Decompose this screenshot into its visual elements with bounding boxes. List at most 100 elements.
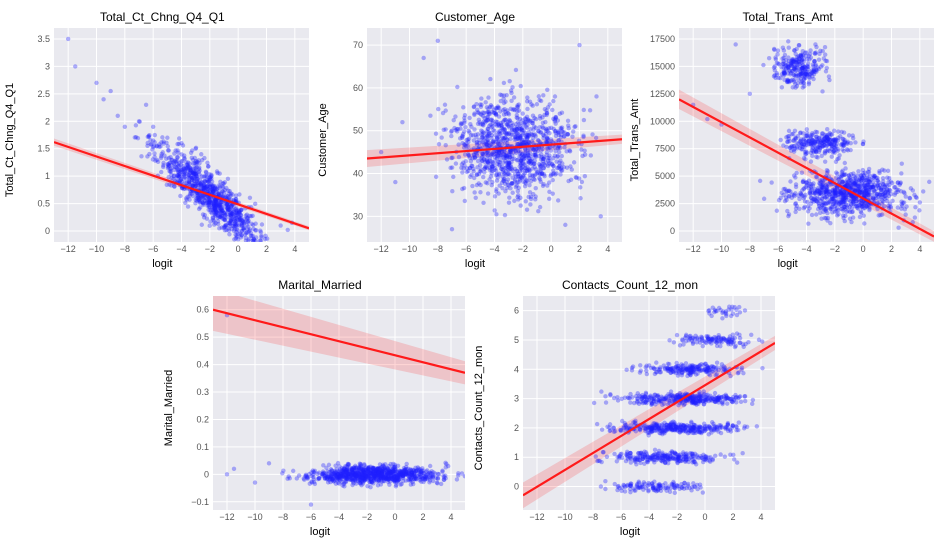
- svg-text:−2: −2: [830, 244, 840, 254]
- svg-text:−4: −4: [176, 244, 186, 254]
- panel-ct-chng: Total_Ct_Chng_Q4_Q1 Total_Ct_Chng_Q4_Q1 …: [10, 10, 315, 270]
- svg-text:0: 0: [45, 226, 50, 236]
- svg-text:3.5: 3.5: [37, 34, 50, 44]
- svg-text:0.5: 0.5: [196, 332, 209, 342]
- svg-text:−10: −10: [714, 244, 729, 254]
- panel-contacts: Contacts_Count_12_mon Contacts_Count_12_…: [479, 278, 781, 538]
- svg-text:0: 0: [548, 244, 553, 254]
- svg-text:−12: −12: [529, 512, 544, 522]
- panel-ylabel: Contacts_Count_12_mon: [473, 346, 485, 471]
- svg-text:−6: −6: [616, 512, 626, 522]
- svg-text:0: 0: [514, 482, 519, 492]
- panel-xlabel: logit: [479, 526, 781, 538]
- svg-text:−10: −10: [247, 512, 262, 522]
- svg-text:1: 1: [514, 452, 519, 462]
- panel-title: Customer_Age: [323, 10, 628, 24]
- svg-text:0.2: 0.2: [196, 414, 209, 424]
- panel-ylabel: Marital_Married: [163, 370, 175, 446]
- svg-text:−6: −6: [773, 244, 783, 254]
- svg-text:−2: −2: [205, 244, 215, 254]
- svg-text:2: 2: [889, 244, 894, 254]
- panel-cust-age: Customer_Age Customer_Age −12−10−8−6−4−2…: [323, 10, 628, 270]
- svg-text:−2: −2: [517, 244, 527, 254]
- svg-text:−6: −6: [306, 512, 316, 522]
- panel-ylabel: Total_Trans_Amt: [629, 99, 641, 182]
- subplot-grid: Total_Ct_Chng_Q4_Q1 Total_Ct_Chng_Q4_Q1 …: [10, 10, 940, 538]
- plot-area: −12−10−8−6−4−202402500500075001000012500…: [679, 28, 934, 242]
- svg-text:5000: 5000: [655, 171, 675, 181]
- svg-text:−6: −6: [148, 244, 158, 254]
- svg-text:0.6: 0.6: [196, 305, 209, 315]
- panel-xlabel: logit: [10, 258, 315, 270]
- panel-title: Marital_Married: [169, 278, 471, 292]
- svg-text:10000: 10000: [650, 116, 675, 126]
- panel-xlabel: logit: [635, 258, 940, 270]
- svg-text:−6: −6: [461, 244, 471, 254]
- svg-text:0: 0: [392, 512, 397, 522]
- svg-text:−8: −8: [588, 512, 598, 522]
- svg-text:−10: −10: [89, 244, 104, 254]
- svg-text:−2: −2: [362, 512, 372, 522]
- svg-text:60: 60: [353, 83, 363, 93]
- panel-xlabel: logit: [323, 258, 628, 270]
- svg-text:12500: 12500: [650, 89, 675, 99]
- plot-area: −12−10−8−6−4−202400.511.522.533.5: [54, 28, 309, 242]
- panel-ylabel: Total_Ct_Chng_Q4_Q1: [4, 83, 16, 197]
- plot-area: −12−10−8−6−4−20243040506070: [367, 28, 622, 242]
- svg-text:3: 3: [45, 61, 50, 71]
- panel-title: Total_Ct_Chng_Q4_Q1: [10, 10, 315, 24]
- svg-text:−10: −10: [402, 244, 417, 254]
- svg-text:0: 0: [702, 512, 707, 522]
- svg-text:−12: −12: [373, 244, 388, 254]
- svg-text:7500: 7500: [655, 144, 675, 154]
- svg-text:−8: −8: [278, 512, 288, 522]
- svg-text:30: 30: [353, 211, 363, 221]
- svg-text:2: 2: [514, 423, 519, 433]
- svg-text:−8: −8: [120, 244, 130, 254]
- svg-text:2: 2: [730, 512, 735, 522]
- svg-text:2: 2: [420, 512, 425, 522]
- svg-text:4: 4: [605, 244, 610, 254]
- svg-text:0: 0: [204, 469, 209, 479]
- svg-text:2: 2: [45, 116, 50, 126]
- svg-text:5: 5: [514, 335, 519, 345]
- svg-text:70: 70: [353, 40, 363, 50]
- svg-text:1.5: 1.5: [37, 144, 50, 154]
- svg-text:1: 1: [45, 171, 50, 181]
- svg-text:2.5: 2.5: [37, 89, 50, 99]
- svg-text:−2: −2: [672, 512, 682, 522]
- svg-text:4: 4: [758, 512, 763, 522]
- svg-text:0: 0: [861, 244, 866, 254]
- svg-text:−4: −4: [802, 244, 812, 254]
- svg-text:2: 2: [577, 244, 582, 254]
- svg-text:50: 50: [353, 126, 363, 136]
- svg-text:2500: 2500: [655, 199, 675, 209]
- svg-text:−12: −12: [61, 244, 76, 254]
- svg-text:0.1: 0.1: [196, 442, 209, 452]
- svg-text:6: 6: [514, 306, 519, 316]
- svg-text:0.4: 0.4: [196, 360, 209, 370]
- svg-text:0: 0: [670, 226, 675, 236]
- svg-text:0.5: 0.5: [37, 199, 50, 209]
- svg-text:3: 3: [514, 394, 519, 404]
- svg-text:−4: −4: [489, 244, 499, 254]
- svg-text:4: 4: [292, 244, 297, 254]
- plot-area: −12−10−8−6−4−20240123456: [523, 296, 775, 510]
- svg-text:17500: 17500: [650, 34, 675, 44]
- plot-area: −12−10−8−6−4−2024−0.100.10.20.30.40.50.6: [213, 296, 465, 510]
- svg-text:4: 4: [448, 512, 453, 522]
- svg-text:−8: −8: [745, 244, 755, 254]
- svg-text:4: 4: [514, 364, 519, 374]
- svg-text:−4: −4: [644, 512, 654, 522]
- panel-title: Total_Trans_Amt: [635, 10, 940, 24]
- svg-text:−12: −12: [686, 244, 701, 254]
- svg-text:−0.1: −0.1: [191, 497, 209, 507]
- svg-text:40: 40: [353, 169, 363, 179]
- svg-text:4: 4: [918, 244, 923, 254]
- svg-text:0.3: 0.3: [196, 387, 209, 397]
- svg-text:15000: 15000: [650, 61, 675, 71]
- panel-title: Contacts_Count_12_mon: [479, 278, 781, 292]
- svg-text:−4: −4: [334, 512, 344, 522]
- svg-text:−10: −10: [557, 512, 572, 522]
- svg-text:−8: −8: [432, 244, 442, 254]
